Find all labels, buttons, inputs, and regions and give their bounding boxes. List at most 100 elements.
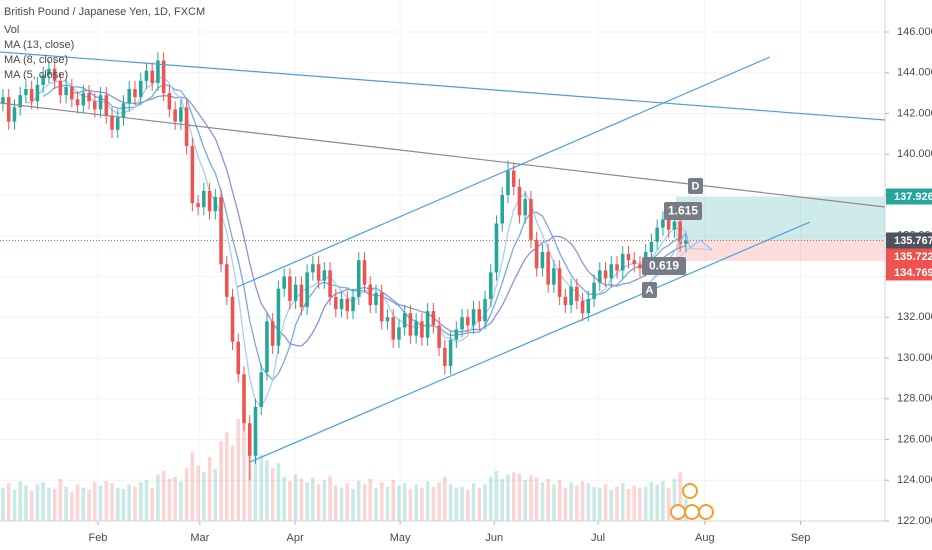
volume-bar bbox=[471, 483, 476, 521]
candle-body bbox=[87, 93, 91, 102]
candle-body bbox=[638, 264, 642, 269]
x-tick-label: Jul bbox=[591, 532, 605, 544]
candle-body bbox=[293, 284, 298, 301]
candle-body bbox=[282, 276, 286, 289]
volume-bar bbox=[87, 489, 91, 521]
volume-bar bbox=[133, 486, 137, 521]
x-tick-label: Aug bbox=[695, 532, 715, 544]
candle-body bbox=[213, 197, 218, 212]
candle-body bbox=[615, 264, 619, 271]
candle-body bbox=[540, 252, 545, 269]
candle-body bbox=[115, 117, 120, 130]
candle-body bbox=[242, 374, 246, 424]
candle-body bbox=[672, 221, 677, 230]
volume-bar bbox=[598, 487, 602, 521]
volume-bar bbox=[431, 486, 436, 521]
volume-bar bbox=[18, 481, 22, 521]
candle-body bbox=[534, 239, 539, 269]
trend-line bbox=[0, 51, 886, 121]
y-tick-label: 132.000 bbox=[897, 311, 932, 323]
volume-bar bbox=[104, 481, 109, 521]
volume-bar bbox=[563, 487, 568, 521]
candle-body bbox=[546, 252, 550, 285]
y-tick-label: 124.000 bbox=[897, 474, 932, 486]
candle-layer bbox=[1, 52, 688, 481]
volume-bar bbox=[41, 482, 45, 521]
candle-body bbox=[58, 80, 63, 96]
candle-body bbox=[655, 227, 659, 242]
volume-bar bbox=[511, 472, 516, 521]
candle-body bbox=[127, 89, 132, 104]
label-box bbox=[642, 282, 657, 298]
candle-body bbox=[156, 60, 160, 83]
y-tick-label: 126.000 bbox=[897, 433, 932, 445]
volume-bar bbox=[672, 478, 677, 521]
volume-bar bbox=[242, 410, 246, 521]
candle-body bbox=[408, 313, 413, 336]
candle-body bbox=[161, 60, 166, 94]
y-tick-label: 142.000 bbox=[897, 107, 932, 119]
volume-bar bbox=[24, 485, 28, 521]
volume-bar bbox=[270, 467, 275, 521]
volume-bar bbox=[523, 479, 527, 521]
volume-bar bbox=[379, 482, 384, 521]
loss-zone bbox=[676, 240, 885, 261]
volume-layer bbox=[1, 410, 688, 521]
volume-bar bbox=[615, 486, 619, 521]
volume-bar bbox=[408, 488, 413, 521]
candle-body bbox=[334, 296, 338, 310]
candle-body bbox=[603, 270, 608, 279]
candle-body bbox=[431, 311, 436, 326]
volume-bar bbox=[494, 471, 499, 521]
volume-bar bbox=[293, 474, 298, 521]
event-icons bbox=[670, 483, 714, 520]
volume-bar bbox=[569, 482, 573, 521]
label-box bbox=[642, 257, 686, 275]
candle-body bbox=[368, 284, 373, 306]
volume-bar bbox=[138, 482, 143, 521]
candle-body bbox=[98, 95, 103, 110]
volume-bar bbox=[586, 483, 591, 521]
volume-bar bbox=[477, 487, 482, 521]
volume-bar bbox=[420, 487, 424, 521]
legend: British Pound / Japanese Yen, 1D, FXCM V… bbox=[4, 6, 205, 81]
candle-body bbox=[552, 268, 556, 285]
candle-body bbox=[179, 107, 183, 122]
volume-bar bbox=[540, 482, 545, 521]
candle-body bbox=[70, 87, 74, 100]
candle-body bbox=[575, 286, 579, 301]
chart-title: British Pound / Japanese Yen, 1D, FXCM bbox=[4, 6, 205, 18]
volume-bar bbox=[609, 489, 614, 521]
legend-entry: Vol bbox=[4, 24, 19, 36]
volume-bar bbox=[529, 475, 533, 521]
candle-body bbox=[202, 190, 206, 208]
candle-body bbox=[52, 68, 57, 81]
candle-body bbox=[259, 372, 263, 407]
volume-bar bbox=[661, 481, 665, 521]
position-zones bbox=[0, 196, 885, 261]
volume-bar bbox=[167, 478, 172, 521]
candle-body bbox=[494, 223, 499, 273]
volume-bar bbox=[638, 487, 642, 521]
volume-bar bbox=[6, 483, 11, 521]
candle-body bbox=[620, 254, 625, 271]
x-tick-label: Mar bbox=[190, 532, 209, 544]
volume-bar bbox=[265, 460, 269, 521]
volume-bar bbox=[161, 471, 166, 521]
candle-body bbox=[24, 89, 28, 96]
volume-bar bbox=[179, 481, 183, 521]
time-axis-bg bbox=[0, 521, 932, 550]
candle-body bbox=[29, 89, 34, 102]
volume-bar bbox=[425, 481, 430, 521]
volume-bar bbox=[557, 479, 562, 521]
volume-bar bbox=[351, 488, 355, 521]
volume-bar bbox=[29, 491, 34, 521]
candle-body bbox=[529, 199, 533, 240]
volume-bar bbox=[603, 484, 608, 521]
volume-bar bbox=[230, 445, 235, 521]
candle-body bbox=[230, 296, 235, 342]
candle-body bbox=[661, 219, 665, 228]
volume-bar bbox=[488, 476, 493, 521]
price-label-box bbox=[886, 264, 932, 281]
candle-body bbox=[666, 219, 671, 230]
